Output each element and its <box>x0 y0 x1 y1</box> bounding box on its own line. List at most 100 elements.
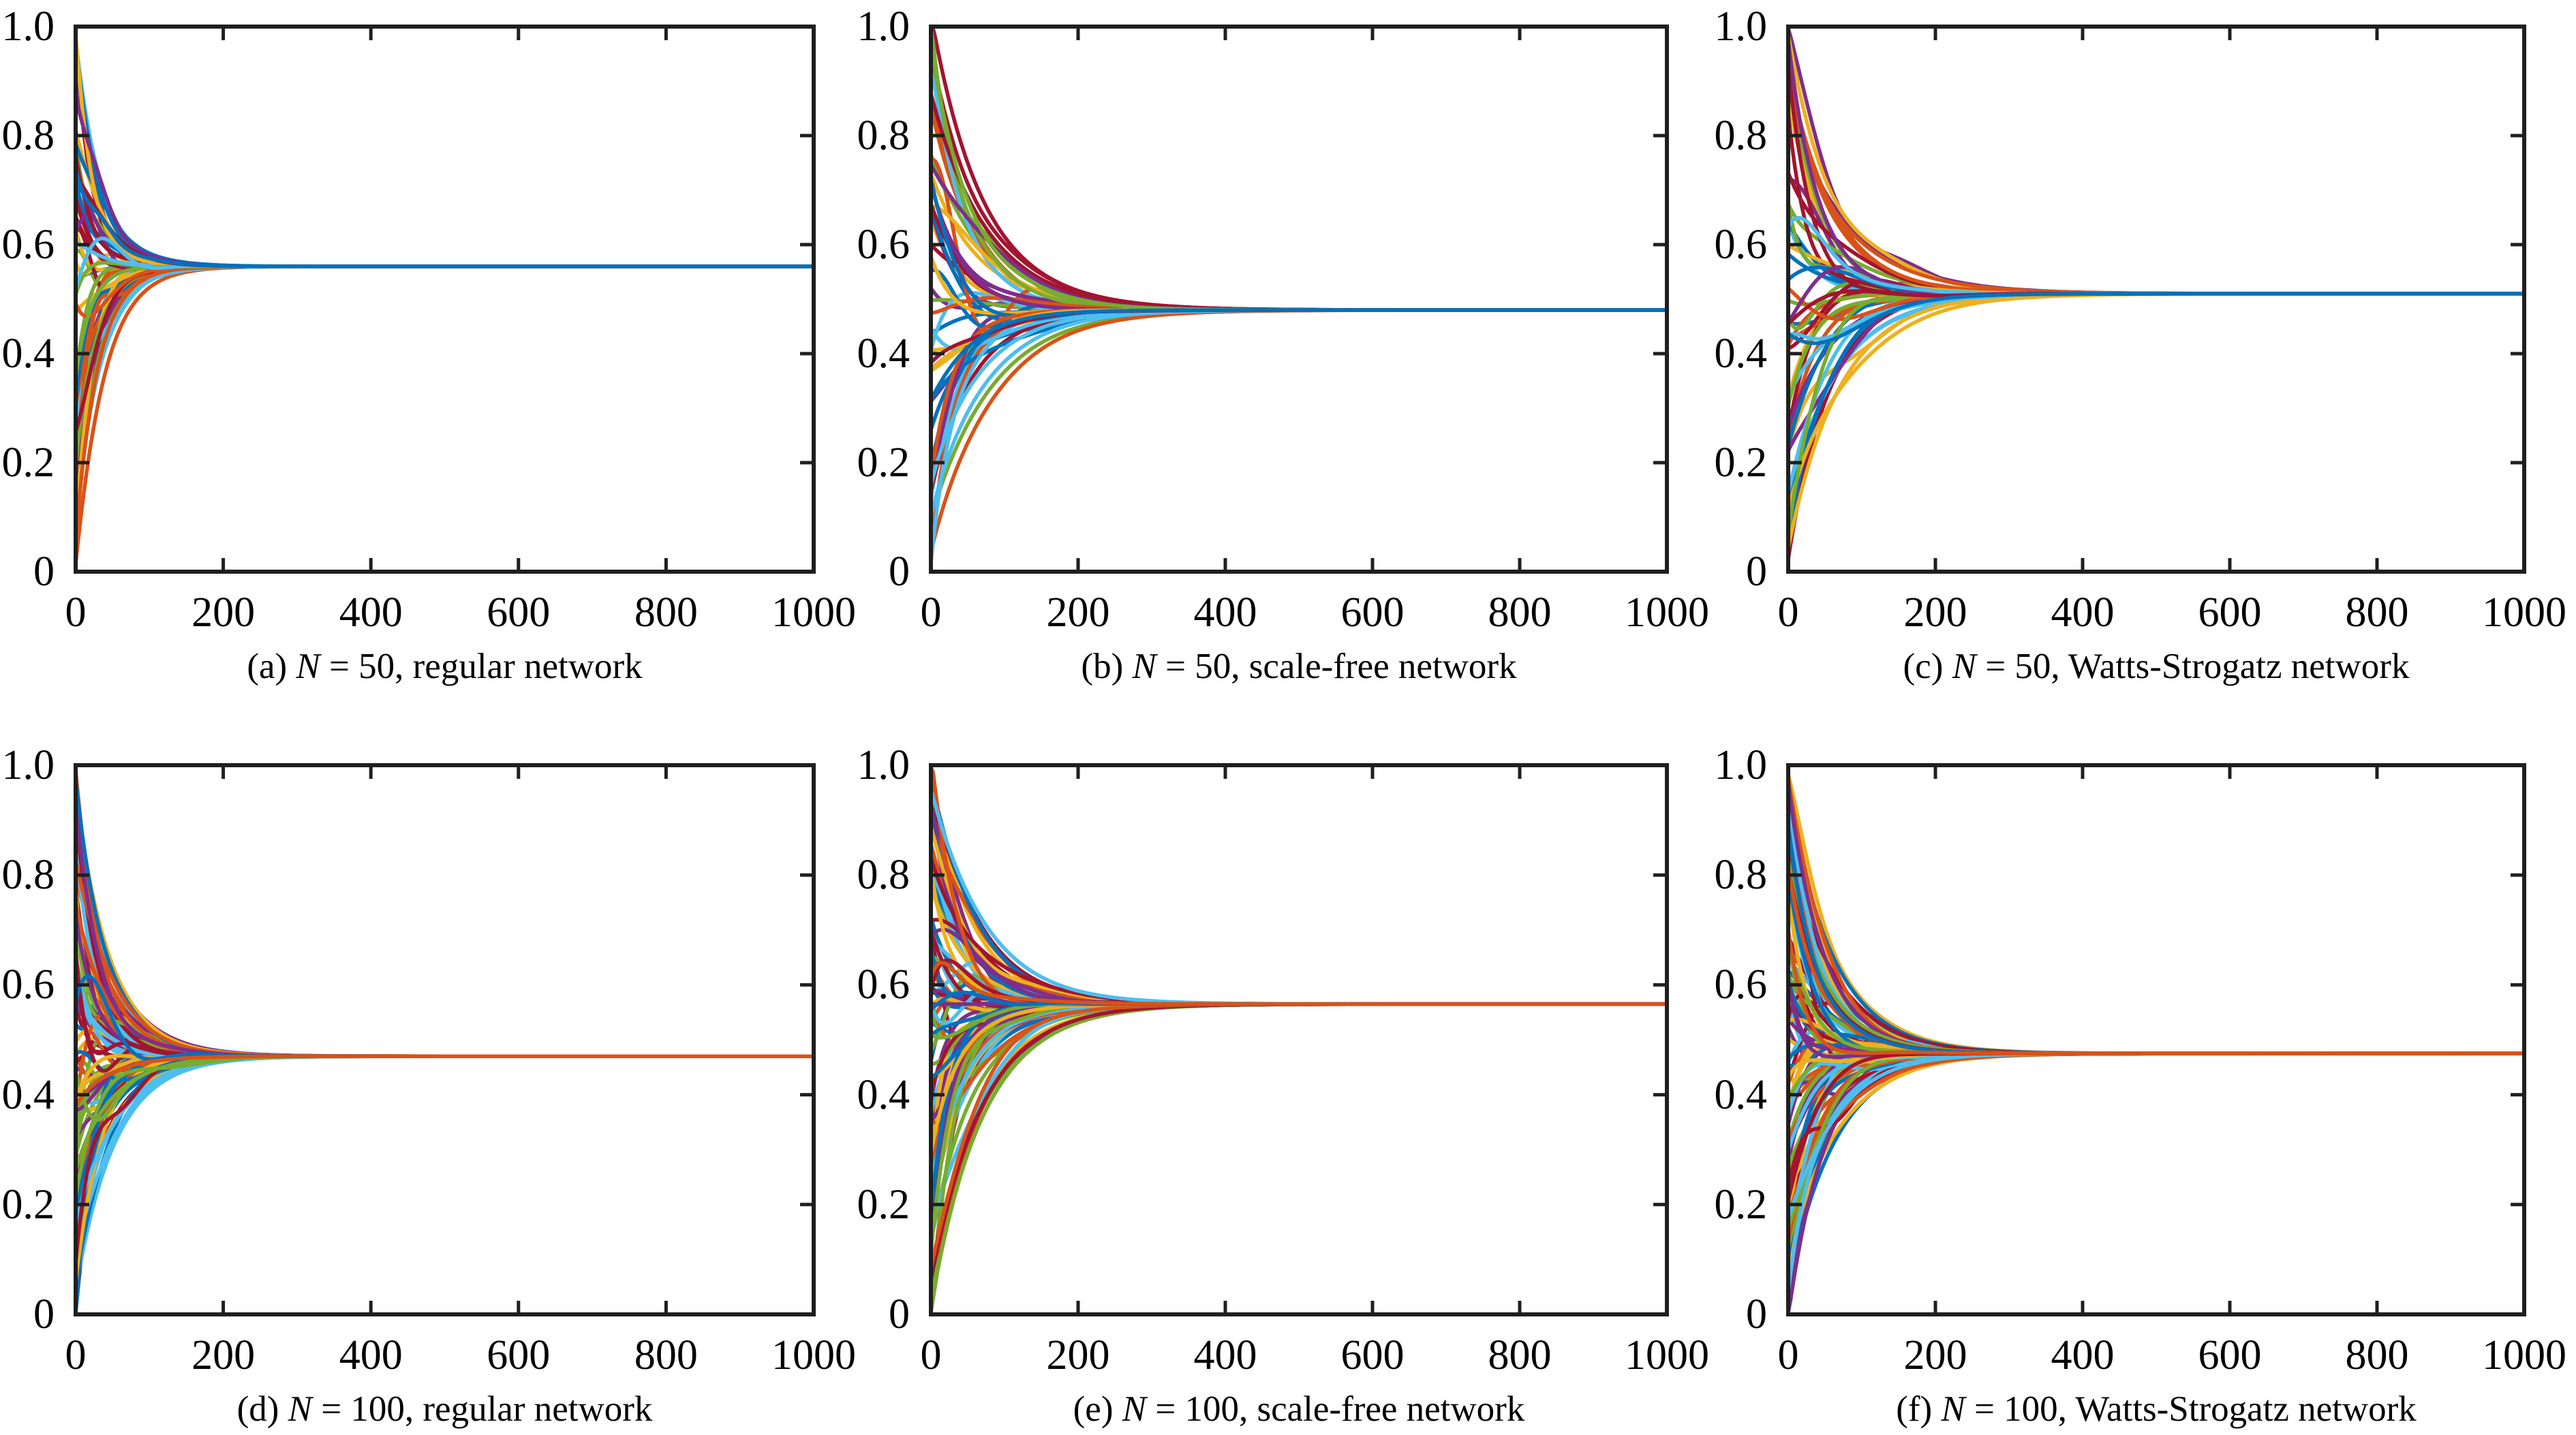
y-tick-label: 0.2 <box>857 439 910 486</box>
trajectory-line <box>74 1054 816 1193</box>
caption-text-c: = 50, Watts-Strogatz network <box>1976 647 2410 686</box>
trajectory-line <box>74 264 816 403</box>
trajectory-line <box>1786 822 2526 1055</box>
trajectory-line <box>74 264 816 441</box>
y-tick-label: 0.2 <box>1714 439 1768 486</box>
plot-canvas-c <box>1786 25 2526 574</box>
trajectory-line <box>74 900 816 1058</box>
trajectory-line <box>1786 782 2526 1055</box>
trajectory-line <box>74 777 816 1058</box>
x-tick-label: 200 <box>191 1332 256 1378</box>
caption-variable-e: N <box>1122 1389 1147 1429</box>
y-tick-label: 0.6 <box>1 221 55 268</box>
caption-text-a: = 50, regular network <box>320 647 643 686</box>
x-tick-label: 400 <box>2051 1332 2115 1378</box>
caption-panel-e: (e) <box>1073 1389 1122 1429</box>
trajectory-line <box>74 1054 816 1205</box>
trajectory-line <box>74 128 816 268</box>
x-axis-tick-labels-d: 0 200 400 600 800 1000 <box>65 1332 857 1378</box>
x-axis-tick-labels-a: 0 200 400 600 800 1000 <box>65 589 857 636</box>
axes-box <box>74 763 816 1316</box>
y-tick-label: 0.4 <box>1714 330 1768 377</box>
y-tick-label: 0.4 <box>1 330 55 377</box>
x-tick-label: 600 <box>487 1332 551 1378</box>
plot-canvas-f <box>1786 763 2526 1316</box>
trajectory-line <box>929 778 1669 1006</box>
trajectory-line <box>929 1002 1669 1308</box>
trajectory-line <box>74 264 816 504</box>
trajectory-line <box>74 191 816 270</box>
trajectory-line <box>929 27 1669 312</box>
trajectory-line <box>74 1054 816 1243</box>
trajectory-line <box>1786 811 2526 1055</box>
x-tick-label: 0 <box>65 589 87 636</box>
y-tick-label: 0.4 <box>1 1071 55 1118</box>
trajectory-line <box>929 1002 1669 1282</box>
trajectory-line <box>74 40 816 268</box>
trajectory-line <box>1786 27 2526 296</box>
y-tick-label: 0 <box>33 549 55 595</box>
x-tick-label: 400 <box>339 1332 403 1378</box>
subplot-caption-e: (e) N = 100, scale-free network <box>827 1387 1771 1431</box>
trajectory-line <box>74 1054 816 1168</box>
trajectory-line <box>929 784 1669 1006</box>
subplot-caption-a: (a) N = 50, regular network <box>0 645 918 688</box>
trajectory-line <box>74 1054 816 1199</box>
subplot-caption-f: (f) N = 100, Watts-Strogatz network <box>1684 1387 2576 1431</box>
trajectory-line <box>1786 792 2526 1055</box>
trajectory-line <box>929 1002 1669 1307</box>
trajectory-line <box>1786 1051 2526 1240</box>
trajectory-line <box>74 914 816 1058</box>
trajectory-line <box>929 1002 1669 1291</box>
plot-canvas-d <box>74 763 816 1316</box>
trajectory-line <box>929 792 1669 1006</box>
trajectory-line <box>1786 292 2526 510</box>
trajectory-line <box>74 152 816 268</box>
y-tick-label: 0.2 <box>857 1181 910 1228</box>
trajectory-line <box>929 1002 1669 1178</box>
trajectory-line <box>1786 775 2526 1055</box>
trajectory-line <box>74 1054 816 1268</box>
axes-box <box>1786 25 2526 574</box>
caption-variable-d: N <box>288 1389 313 1429</box>
x-tick-label: 1000 <box>2482 1332 2566 1378</box>
trajectory-line <box>74 264 816 319</box>
trajectory-line <box>929 842 1669 1006</box>
trajectory-line <box>74 921 816 1058</box>
trajectory-line <box>74 920 816 1058</box>
x-tick-label: 800 <box>634 1332 698 1378</box>
trajectory-line <box>929 91 1669 312</box>
plot-canvas-e <box>929 763 1669 1316</box>
caption-variable-c: N <box>1952 647 1976 686</box>
caption-panel-c: (c) <box>1903 647 1952 686</box>
trajectory-line <box>74 1054 816 1284</box>
trajectory-line <box>1786 1051 2526 1229</box>
x-tick-label: 800 <box>1488 1332 1552 1378</box>
trajectory-line <box>74 31 816 268</box>
y-tick-label: 0.6 <box>1714 221 1768 268</box>
x-axis-tick-labels-f: 0 200 400 600 800 1000 <box>1778 1332 2567 1378</box>
trajectory-line <box>74 42 816 268</box>
x-tick-label: 200 <box>1046 1332 1110 1378</box>
trajectory-line <box>74 1054 816 1314</box>
trajectory-line <box>929 308 1669 502</box>
trajectory-line <box>74 797 816 1058</box>
trajectory-line <box>74 924 816 1058</box>
x-tick-label: 600 <box>1340 589 1405 636</box>
trajectory-line <box>74 264 816 385</box>
y-tick-label: 0.6 <box>857 961 910 1008</box>
trajectory-line <box>74 1054 816 1239</box>
trajectory-line <box>74 1054 816 1271</box>
y-tick-label: 1.0 <box>857 3 910 50</box>
trajectory-line <box>929 855 1669 1006</box>
trajectory-line <box>74 1054 816 1250</box>
trajectory-line <box>929 787 1669 1006</box>
trajectory-line <box>1786 1051 2526 1239</box>
x-tick-label: 800 <box>2345 589 2409 636</box>
trajectory-line <box>74 949 816 1058</box>
trajectory-line <box>929 797 1669 1006</box>
y-axis-tick-labels-e: 0 0.2 0.4 0.6 0.8 1.0 <box>719 744 910 1336</box>
x-tick-label: 400 <box>339 589 403 636</box>
trajectory-line <box>1786 289 2526 434</box>
trajectory-line <box>74 833 816 1058</box>
